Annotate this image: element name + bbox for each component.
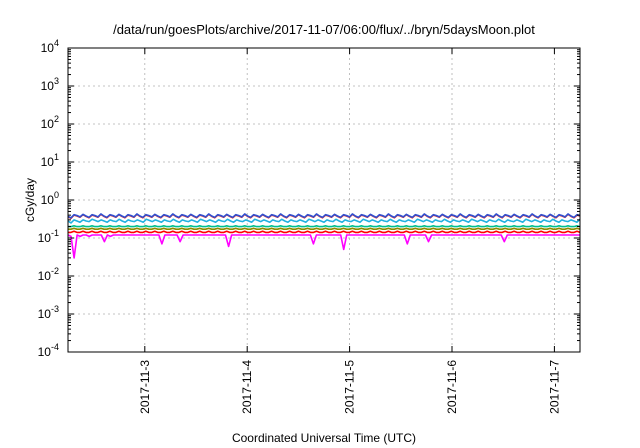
y-tick-label: 10-4 [38, 342, 59, 359]
y-axis-label: cGy/day [23, 178, 37, 222]
x-tick-label: 2017-11-7 [547, 360, 561, 414]
y-tick-label: 10-2 [38, 266, 59, 283]
y-tick-label: 102 [41, 114, 59, 131]
x-tick-label: 2017-11-3 [138, 360, 152, 414]
y-tick-label: 103 [41, 76, 59, 93]
series-line-0 [67, 234, 580, 259]
x-tick-label: 2017-11-4 [240, 360, 254, 414]
chart-title: /data/run/goesPlots/archive/2017-11-07/0… [113, 22, 535, 37]
data-series [67, 213, 581, 259]
grid-lines [68, 48, 580, 352]
x-axis-label: Coordinated Universal Time (UTC) [232, 431, 416, 445]
series-line-2 [68, 227, 581, 230]
y-tick-label: 10-3 [38, 304, 59, 321]
series-line-3 [68, 225, 581, 228]
x-tick-label: 2017-11-5 [343, 360, 357, 414]
series-line-6 [67, 213, 581, 219]
series-line-1 [68, 230, 581, 234]
y-tick-label: 100 [41, 190, 59, 207]
series-line-4 [67, 218, 581, 224]
y-tick-label: 104 [41, 38, 59, 55]
x-axis-ticks: 2017-11-3 2017-11-4 2017-11-5 2017-11-6 2017… [138, 48, 561, 414]
y-tick-label: 101 [41, 152, 59, 169]
y-tick-label: 10-1 [38, 228, 59, 245]
x-tick-label: 2017-11-6 [445, 360, 459, 414]
y-axis-ticks: 10-4 10-3 10-2 10-1 100 101 102 103 104 [38, 38, 580, 359]
